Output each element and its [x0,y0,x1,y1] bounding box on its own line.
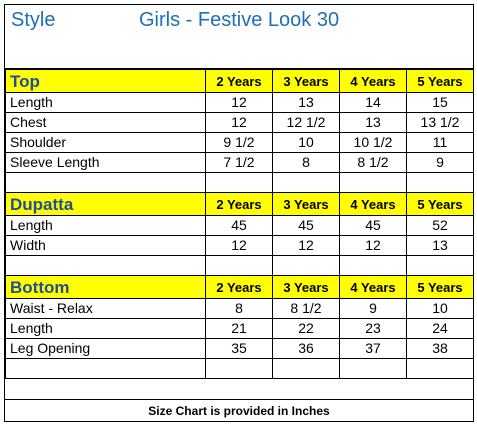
measurement-value: 13 [339,112,407,133]
empty-cell [5,358,206,379]
measurement-value: 12 [272,235,340,256]
measurement-value: 36 [272,338,340,359]
measurement-label: Shoulder [5,132,206,153]
measurement-value: 13 1/2 [406,112,474,133]
measurement-label: Width [5,235,206,256]
measurement-value: 15 [406,92,474,113]
measurement-value: 23 [339,318,407,339]
empty-cell [339,255,407,276]
measurement-label: Sleeve Length [5,152,206,173]
size-column-header: 2 Years [205,275,273,299]
size-column-header: 5 Years [406,69,474,93]
table-row: Length 45 45 45 52 [5,215,474,236]
measurement-value: 37 [339,338,407,359]
measurement-value: 14 [339,92,407,113]
empty-cell [406,255,474,276]
blank-row [5,255,474,276]
empty-cell [272,255,340,276]
chart-title: Girls - Festive Look 30 [139,9,340,31]
empty-cell [205,255,273,276]
measurement-value: 12 [205,112,273,133]
measurement-value: 52 [406,215,474,236]
measurement-label: Chest [5,112,206,133]
measurement-label: Length [5,318,206,339]
size-note: Size Chart is provided in Inches [5,399,473,421]
table-row: Leg Opening 35 36 37 38 [5,338,474,359]
measurement-value: 35 [205,338,273,359]
measurement-label: Leg Opening [5,338,206,359]
dupatta-section-title: Dupatta [5,192,206,216]
size-column-header: 3 Years [272,275,340,299]
style-label: Style [11,9,56,31]
size-column-header: 5 Years [406,192,474,216]
size-table: Top 2 Years 3 Years 4 Years 5 Years Length 12 1… [5,69,474,379]
size-column-header: 2 Years [205,69,273,93]
empty-cell [205,358,273,379]
measurement-value: 10 [272,132,340,153]
empty-cell [5,172,206,193]
measurement-value: 11 [406,132,474,153]
size-column-header: 3 Years [272,192,340,216]
measurement-value: 21 [205,318,273,339]
dupatta-section-header: Dupatta 2 Years 3 Years 4 Years 5 Years [5,192,474,216]
measurement-value: 13 [272,92,340,113]
blank-row [5,172,474,193]
size-column-header: 2 Years [205,192,273,216]
bottom-section-title: Bottom [5,275,206,299]
size-column-header: 3 Years [272,69,340,93]
measurement-value: 24 [406,318,474,339]
top-section-title: Top [5,69,206,93]
measurement-value: 7 1/2 [205,152,273,173]
empty-cell [339,358,407,379]
measurement-value: 10 [406,298,474,319]
measurement-value: 38 [406,338,474,359]
measurement-value: 13 [406,235,474,256]
measurement-value: 12 [205,235,273,256]
size-column-header: 4 Years [339,275,407,299]
measurement-value: 45 [272,215,340,236]
chart-header: Style Girls - Festive Look 30 [5,5,473,69]
measurement-label: Waist - Relax [5,298,206,319]
measurement-label: Length [5,92,206,113]
size-column-header: 4 Years [339,192,407,216]
empty-cell [406,172,474,193]
table-row: Sleeve Length 7 1/2 8 8 1/2 9 [5,152,474,173]
table-row: Chest 12 12 1/2 13 13 1/2 [5,112,474,133]
measurement-label: Length [5,215,206,236]
table-row: Shoulder 9 1/2 10 10 1/2 11 [5,132,474,153]
table-row: Waist - Relax 8 8 1/2 9 10 [5,298,474,319]
measurement-value: 9 [339,298,407,319]
table-row: Width 12 12 12 13 [5,235,474,256]
measurement-value: 22 [272,318,340,339]
measurement-value: 8 [205,298,273,319]
bottom-section-header: Bottom 2 Years 3 Years 4 Years 5 Years [5,275,474,299]
empty-cell [272,358,340,379]
measurement-value: 8 1/2 [339,152,407,173]
measurement-value: 8 [272,152,340,173]
blank-row [5,358,474,379]
empty-cell [339,172,407,193]
measurement-value: 9 [406,152,474,173]
measurement-value: 9 1/2 [205,132,273,153]
size-column-header: 5 Years [406,275,474,299]
measurement-value: 8 1/2 [272,298,340,319]
empty-cell [5,255,206,276]
measurement-value: 45 [339,215,407,236]
table-row: Length 21 22 23 24 [5,318,474,339]
measurement-value: 12 [205,92,273,113]
top-section-header: Top 2 Years 3 Years 4 Years 5 Years [5,69,474,93]
table-row: Length 12 13 14 15 [5,92,474,113]
size-chart-sheet: Style Girls - Festive Look 30 Top 2 Years… [4,4,474,422]
size-column-header: 4 Years [339,69,407,93]
measurement-value: 10 1/2 [339,132,407,153]
measurement-value: 12 1/2 [272,112,340,133]
empty-cell [272,172,340,193]
measurement-value: 45 [205,215,273,236]
empty-cell [205,172,273,193]
empty-cell [406,358,474,379]
measurement-value: 12 [339,235,407,256]
